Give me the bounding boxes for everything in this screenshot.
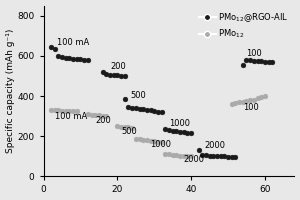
Text: 500: 500 bbox=[130, 91, 146, 100]
Legend: PMo$_{12}$@RGO-AIL, PMo$_{12}$: PMo$_{12}$@RGO-AIL, PMo$_{12}$ bbox=[197, 10, 290, 42]
Text: 1000: 1000 bbox=[151, 140, 172, 149]
Text: 2000: 2000 bbox=[204, 141, 225, 150]
Text: 2000: 2000 bbox=[184, 155, 205, 164]
Text: 500: 500 bbox=[121, 127, 137, 136]
Y-axis label: Specific capacity (mAh g⁻¹): Specific capacity (mAh g⁻¹) bbox=[6, 29, 15, 153]
Text: 100 mA: 100 mA bbox=[55, 112, 87, 121]
Text: 1000: 1000 bbox=[169, 119, 190, 128]
Text: 200: 200 bbox=[110, 62, 126, 71]
Text: 100: 100 bbox=[243, 103, 259, 112]
Text: 200: 200 bbox=[95, 116, 111, 125]
Text: 100 mA: 100 mA bbox=[56, 38, 89, 47]
Text: 100: 100 bbox=[247, 49, 262, 58]
